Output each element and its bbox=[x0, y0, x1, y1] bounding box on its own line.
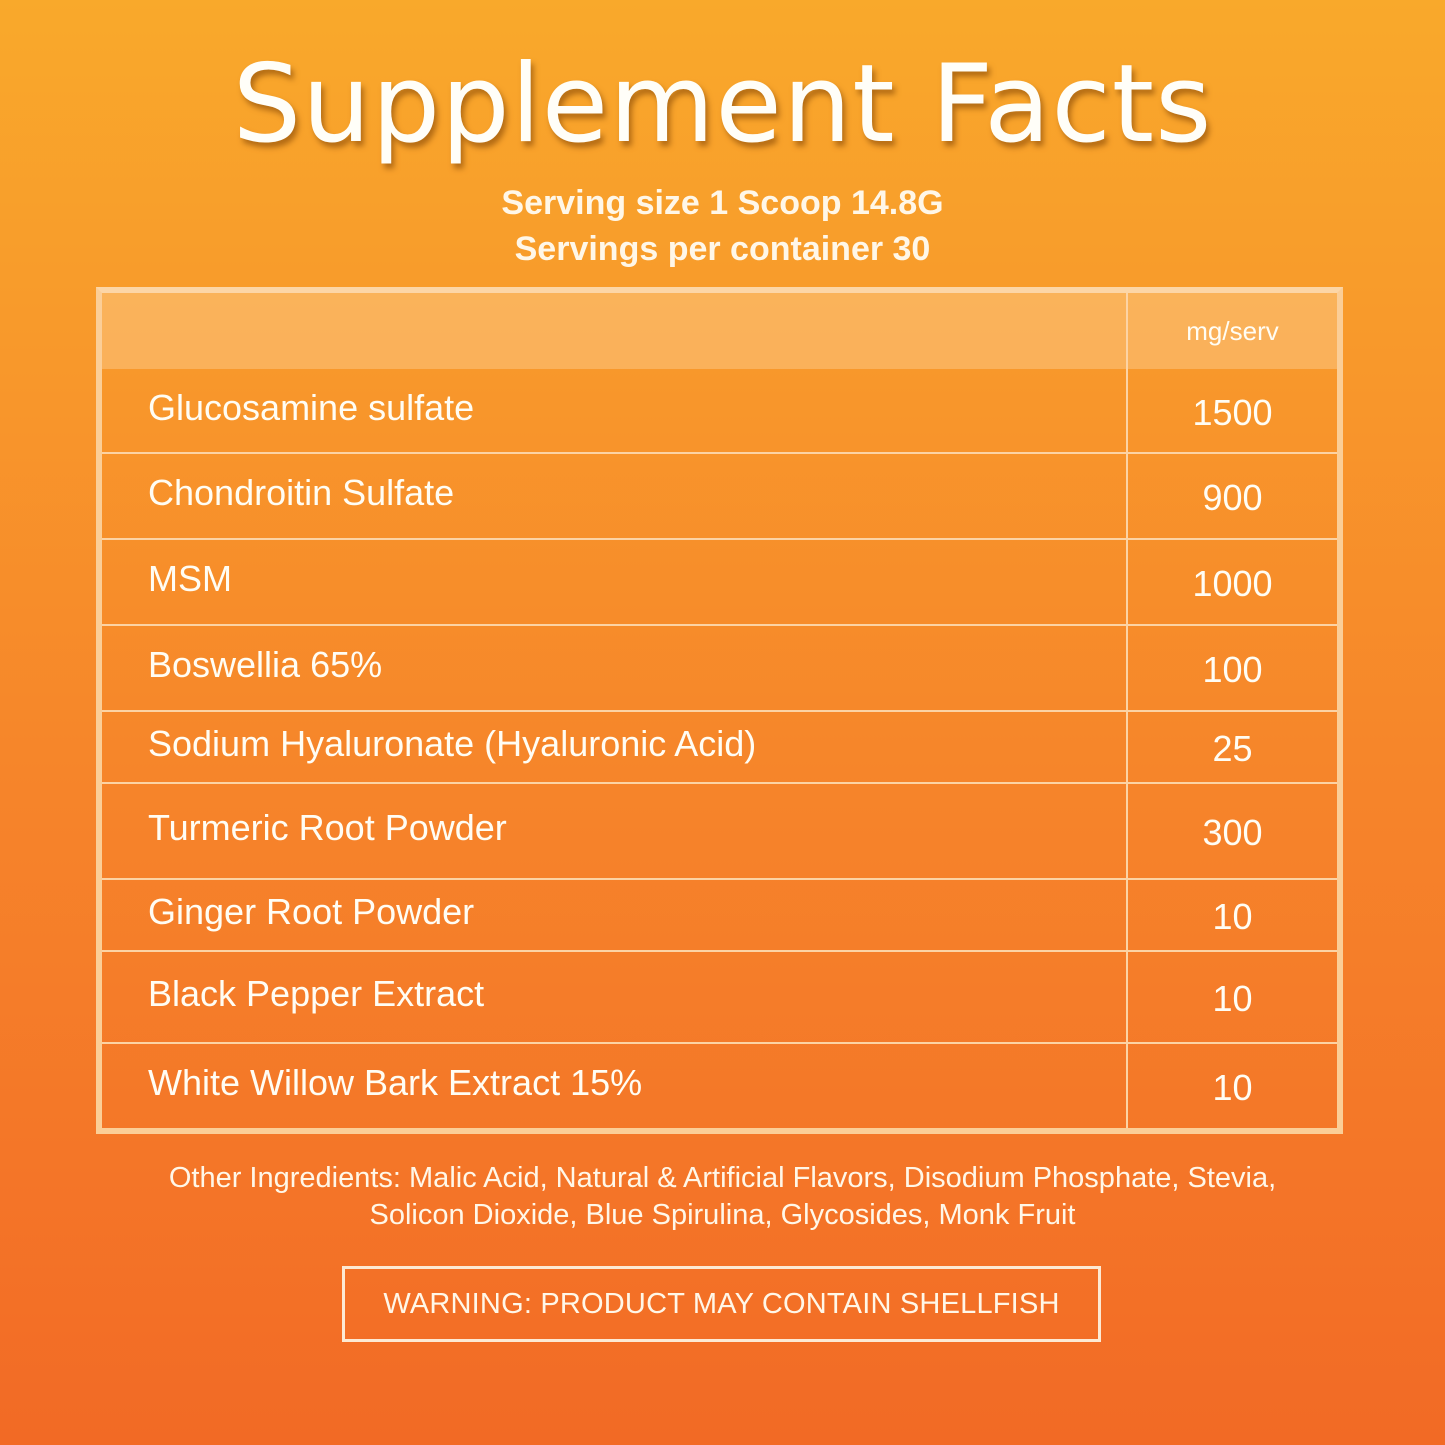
ingredient-name: White Willow Bark Extract 15% bbox=[102, 1044, 1128, 1128]
table-row: Black Pepper Extract 10 bbox=[102, 952, 1337, 1044]
ingredient-name: Boswellia 65% bbox=[102, 626, 1128, 710]
table-row: Chondroitin Sulfate 900 bbox=[102, 454, 1337, 540]
warning-text: WARNING: PRODUCT MAY CONTAIN SHELLFISH bbox=[383, 1287, 1060, 1320]
page-title: Supplement Facts bbox=[232, 42, 1213, 167]
other-ingredients-line-2: Solicon Dioxide, Blue Spirulina, Glycosi… bbox=[369, 1199, 1076, 1231]
ingredient-amount: 1500 bbox=[1192, 391, 1273, 433]
ingredient-amount: 10 bbox=[1212, 978, 1253, 1019]
ingredient-name: Glucosamine sulfate bbox=[102, 369, 1128, 452]
supplement-facts-table: mg/serv Glucosamine sulfate 1500 Chondro… bbox=[96, 287, 1343, 1134]
shellfish-warning-box: WARNING: PRODUCT MAY CONTAIN SHELLFISH bbox=[342, 1266, 1101, 1342]
ingredient-name: MSM bbox=[102, 540, 1128, 624]
servings-per-container: Servings per container 30 bbox=[514, 230, 931, 268]
serving-size: Serving size 1 Scoop 14.8G bbox=[501, 184, 944, 222]
ingredient-amount: 300 bbox=[1202, 812, 1263, 853]
table-row: Sodium Hyaluronate (Hyaluronic Acid) 25 bbox=[102, 712, 1337, 784]
ingredient-name: Ginger Root Powder bbox=[102, 880, 1128, 950]
table-row: Turmeric Root Powder 300 bbox=[102, 784, 1337, 880]
ingredient-amount: 10 bbox=[1212, 1067, 1253, 1108]
table-row: Ginger Root Powder 10 bbox=[102, 880, 1337, 952]
other-ingredients-line-1: Other Ingredients: Malic Acid, Natural &… bbox=[168, 1162, 1277, 1194]
ingredient-amount: 25 bbox=[1212, 728, 1253, 769]
table-header-row: mg/serv bbox=[102, 293, 1337, 369]
table-row: White Willow Bark Extract 15% 10 bbox=[102, 1044, 1337, 1128]
table-row: Glucosamine sulfate 1500 bbox=[102, 369, 1337, 454]
other-ingredients: Other Ingredients: Malic Acid, Natural &… bbox=[0, 1160, 1445, 1234]
header-amount-cell: mg/serv bbox=[1186, 315, 1279, 346]
ingredient-name: Black Pepper Extract bbox=[102, 952, 1128, 1042]
ingredient-amount: 1000 bbox=[1192, 563, 1273, 604]
serving-info: Serving size 1 Scoop 14.8G Servings per … bbox=[0, 180, 1445, 272]
ingredient-name: Turmeric Root Powder bbox=[102, 784, 1128, 878]
ingredient-amount: 900 bbox=[1202, 477, 1263, 518]
table-row: Boswellia 65% 100 bbox=[102, 626, 1337, 712]
ingredient-name: Sodium Hyaluronate (Hyaluronic Acid) bbox=[102, 712, 1128, 782]
ingredient-amount: 10 bbox=[1212, 896, 1253, 937]
ingredient-name: Chondroitin Sulfate bbox=[102, 454, 1128, 538]
table-row: MSM 1000 bbox=[102, 540, 1337, 626]
header-name-cell bbox=[102, 293, 1128, 369]
ingredient-amount: 100 bbox=[1202, 649, 1263, 690]
